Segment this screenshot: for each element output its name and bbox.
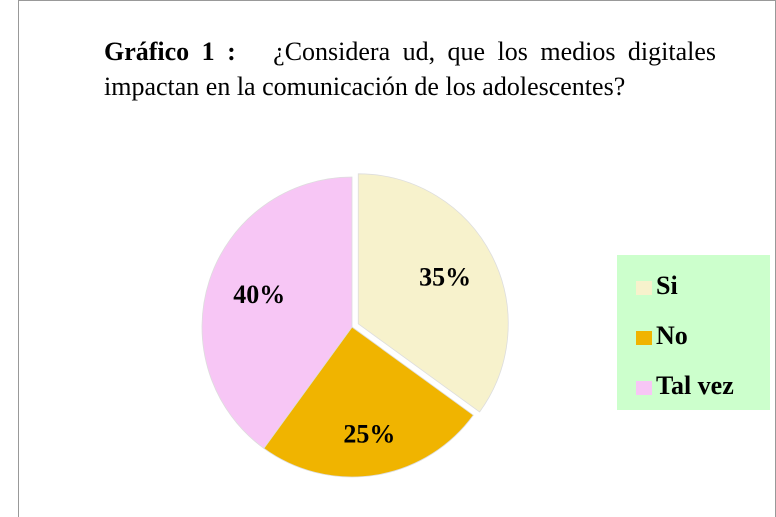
legend-swatch (636, 281, 652, 295)
data-label: 40% (233, 280, 285, 309)
legend-label: Tal vez (656, 371, 734, 400)
legend-label: No (656, 321, 688, 350)
pie-slice (357, 173, 509, 413)
data-label: 35% (419, 263, 471, 292)
data-label: 25% (343, 420, 395, 449)
legend-swatch (636, 381, 652, 395)
legend-swatch (636, 331, 652, 345)
title-box: Gráfico 1 : ¿Considera ud, que los medio… (104, 34, 716, 104)
title-prefix: Gráfico 1 : (104, 37, 236, 66)
legend-label: Si (656, 271, 678, 300)
title-text: ¿Considera ud, que los medios digitales … (104, 37, 716, 101)
pie-slice (201, 176, 353, 449)
chart-title: Gráfico 1 : ¿Considera ud, que los medio… (104, 34, 716, 104)
pie-slice (263, 326, 474, 478)
